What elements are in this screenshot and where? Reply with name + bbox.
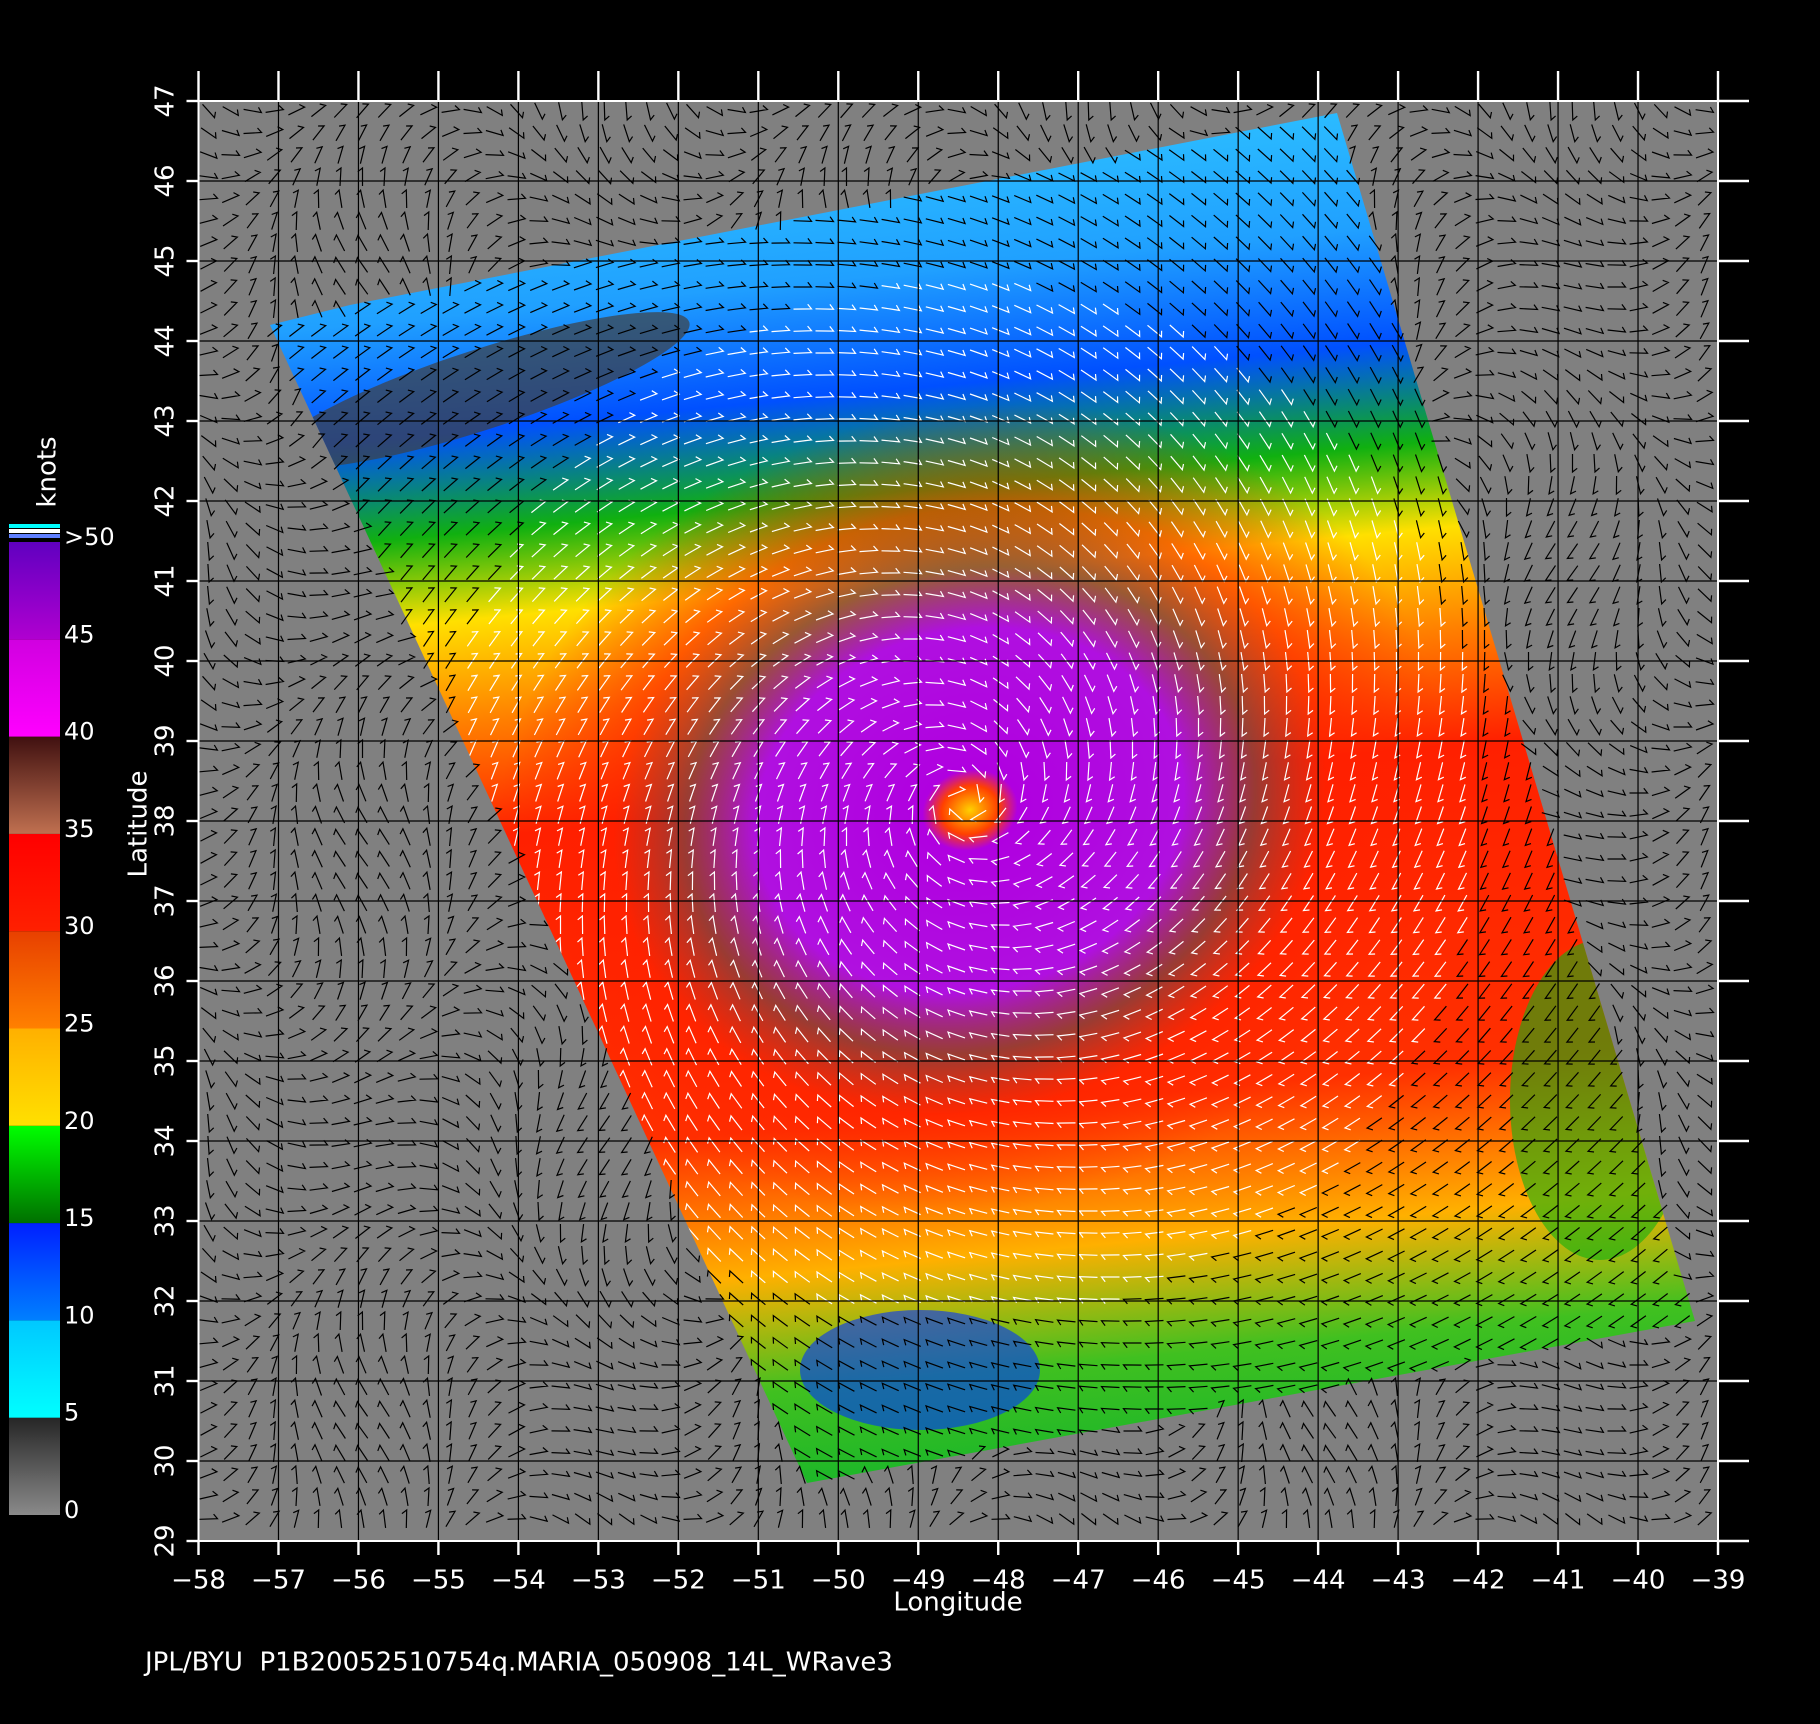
x-tick-label: −58: [171, 1566, 226, 1596]
x-tick-label: −56: [331, 1566, 386, 1596]
colorbar-cap: [9, 529, 60, 533]
x-tick-label: −55: [411, 1566, 466, 1596]
y-tick-label: 45: [151, 244, 181, 277]
colorbar-segment: [9, 1223, 60, 1321]
colorbar-tick-label: 0: [64, 1496, 79, 1524]
y-tick-label: 32: [151, 1284, 181, 1317]
y-tick-label: 29: [151, 1524, 181, 1557]
x-tick-label: −48: [971, 1566, 1026, 1596]
colorbar-tick-label: 45: [64, 620, 95, 648]
colorbar-segment: [9, 639, 60, 737]
colorbar-segment: [9, 833, 60, 932]
colorbar-tick-label: 30: [64, 912, 95, 940]
x-tick-label: −45: [1211, 1566, 1266, 1596]
x-tick-label: −42: [1451, 1566, 1506, 1596]
x-axis-label: Longitude: [893, 1588, 1022, 1618]
x-tick-label: −53: [571, 1566, 626, 1596]
y-tick-label: 44: [151, 324, 181, 357]
colorbar-segment: [9, 931, 60, 1029]
colorbar: 0 5 10 15 20 25 30 35 40 45 >50: [9, 523, 115, 1524]
x-tick-label: −41: [1531, 1566, 1586, 1596]
y-tick-label: 37: [151, 884, 181, 917]
colorbar-segment: [9, 1028, 60, 1126]
y-tick-label: 33: [151, 1204, 181, 1237]
y-tick-label: 36: [151, 964, 181, 997]
colorbar-tick-label: 5: [64, 1399, 79, 1427]
colorbar-tick-label: 35: [64, 815, 95, 843]
colorbar-segment: [9, 1125, 60, 1224]
x-tick-label: −51: [731, 1566, 786, 1596]
y-tick-label: 43: [151, 404, 181, 437]
x-tick-label: −43: [1371, 1566, 1426, 1596]
colorbar-tick-label: 40: [64, 718, 95, 746]
x-tick-label: −39: [1691, 1566, 1746, 1596]
y-tick-label: 38: [151, 804, 181, 837]
colorbar-tick-label: 10: [64, 1301, 95, 1329]
x-tick-label: −49: [891, 1566, 946, 1596]
swath-patch: [270, 312, 690, 468]
y-tick-label: 30: [151, 1444, 181, 1477]
colorbar-tick-label: 20: [64, 1107, 95, 1135]
footer: JPL/BYU P1B20052510754q.MARIA_050908_14L…: [143, 1648, 893, 1678]
y-tick-label: 34: [151, 1124, 181, 1157]
wind-barbs: [199, 101, 1715, 1529]
x-tick-label: −46: [1131, 1566, 1186, 1596]
colorbar-segment: [9, 542, 60, 640]
y-tick-label: 39: [151, 724, 181, 757]
x-tick-label: −40: [1611, 1566, 1666, 1596]
y-tick-label: 40: [151, 644, 181, 677]
colorbar-tick-label: 15: [64, 1204, 95, 1232]
colorbar-tick-label: >50: [64, 523, 115, 551]
y-tick-label: 47: [151, 84, 181, 117]
y-tick-label: 42: [151, 484, 181, 517]
colorbar-cap: [9, 524, 60, 528]
colorbar-tick-label: 25: [64, 1010, 95, 1038]
storm-core: [494, 404, 1446, 1216]
y-tick-label: 41: [151, 564, 181, 597]
x-tick-label: −52: [651, 1566, 706, 1596]
y-tick-label: 35: [151, 1044, 181, 1077]
colorbar-label: knots: [33, 436, 63, 507]
x-tick-label: −57: [251, 1566, 306, 1596]
plot-area: [197, 100, 1719, 1542]
x-tick-label: −54: [491, 1566, 546, 1596]
axes: −58 −57 −56 −55 −54 −53 −52 −51 −50 −49 −48 −47 −46−…: [151, 71, 1749, 1596]
colorbar-segment: [9, 736, 60, 834]
x-tick-label: −50: [811, 1566, 866, 1596]
colorbar-segment: [9, 1320, 60, 1418]
colorbar-segment: [9, 1417, 60, 1515]
y-axis-label: Latitude: [124, 770, 154, 877]
swath-patch: [800, 1310, 1040, 1430]
colorbar-cap: [9, 534, 60, 538]
x-tick-label: −44: [1291, 1566, 1346, 1596]
x-tick-label: −47: [1051, 1566, 1106, 1596]
y-tick-label: 31: [151, 1364, 181, 1397]
y-tick-label: 46: [151, 164, 181, 197]
